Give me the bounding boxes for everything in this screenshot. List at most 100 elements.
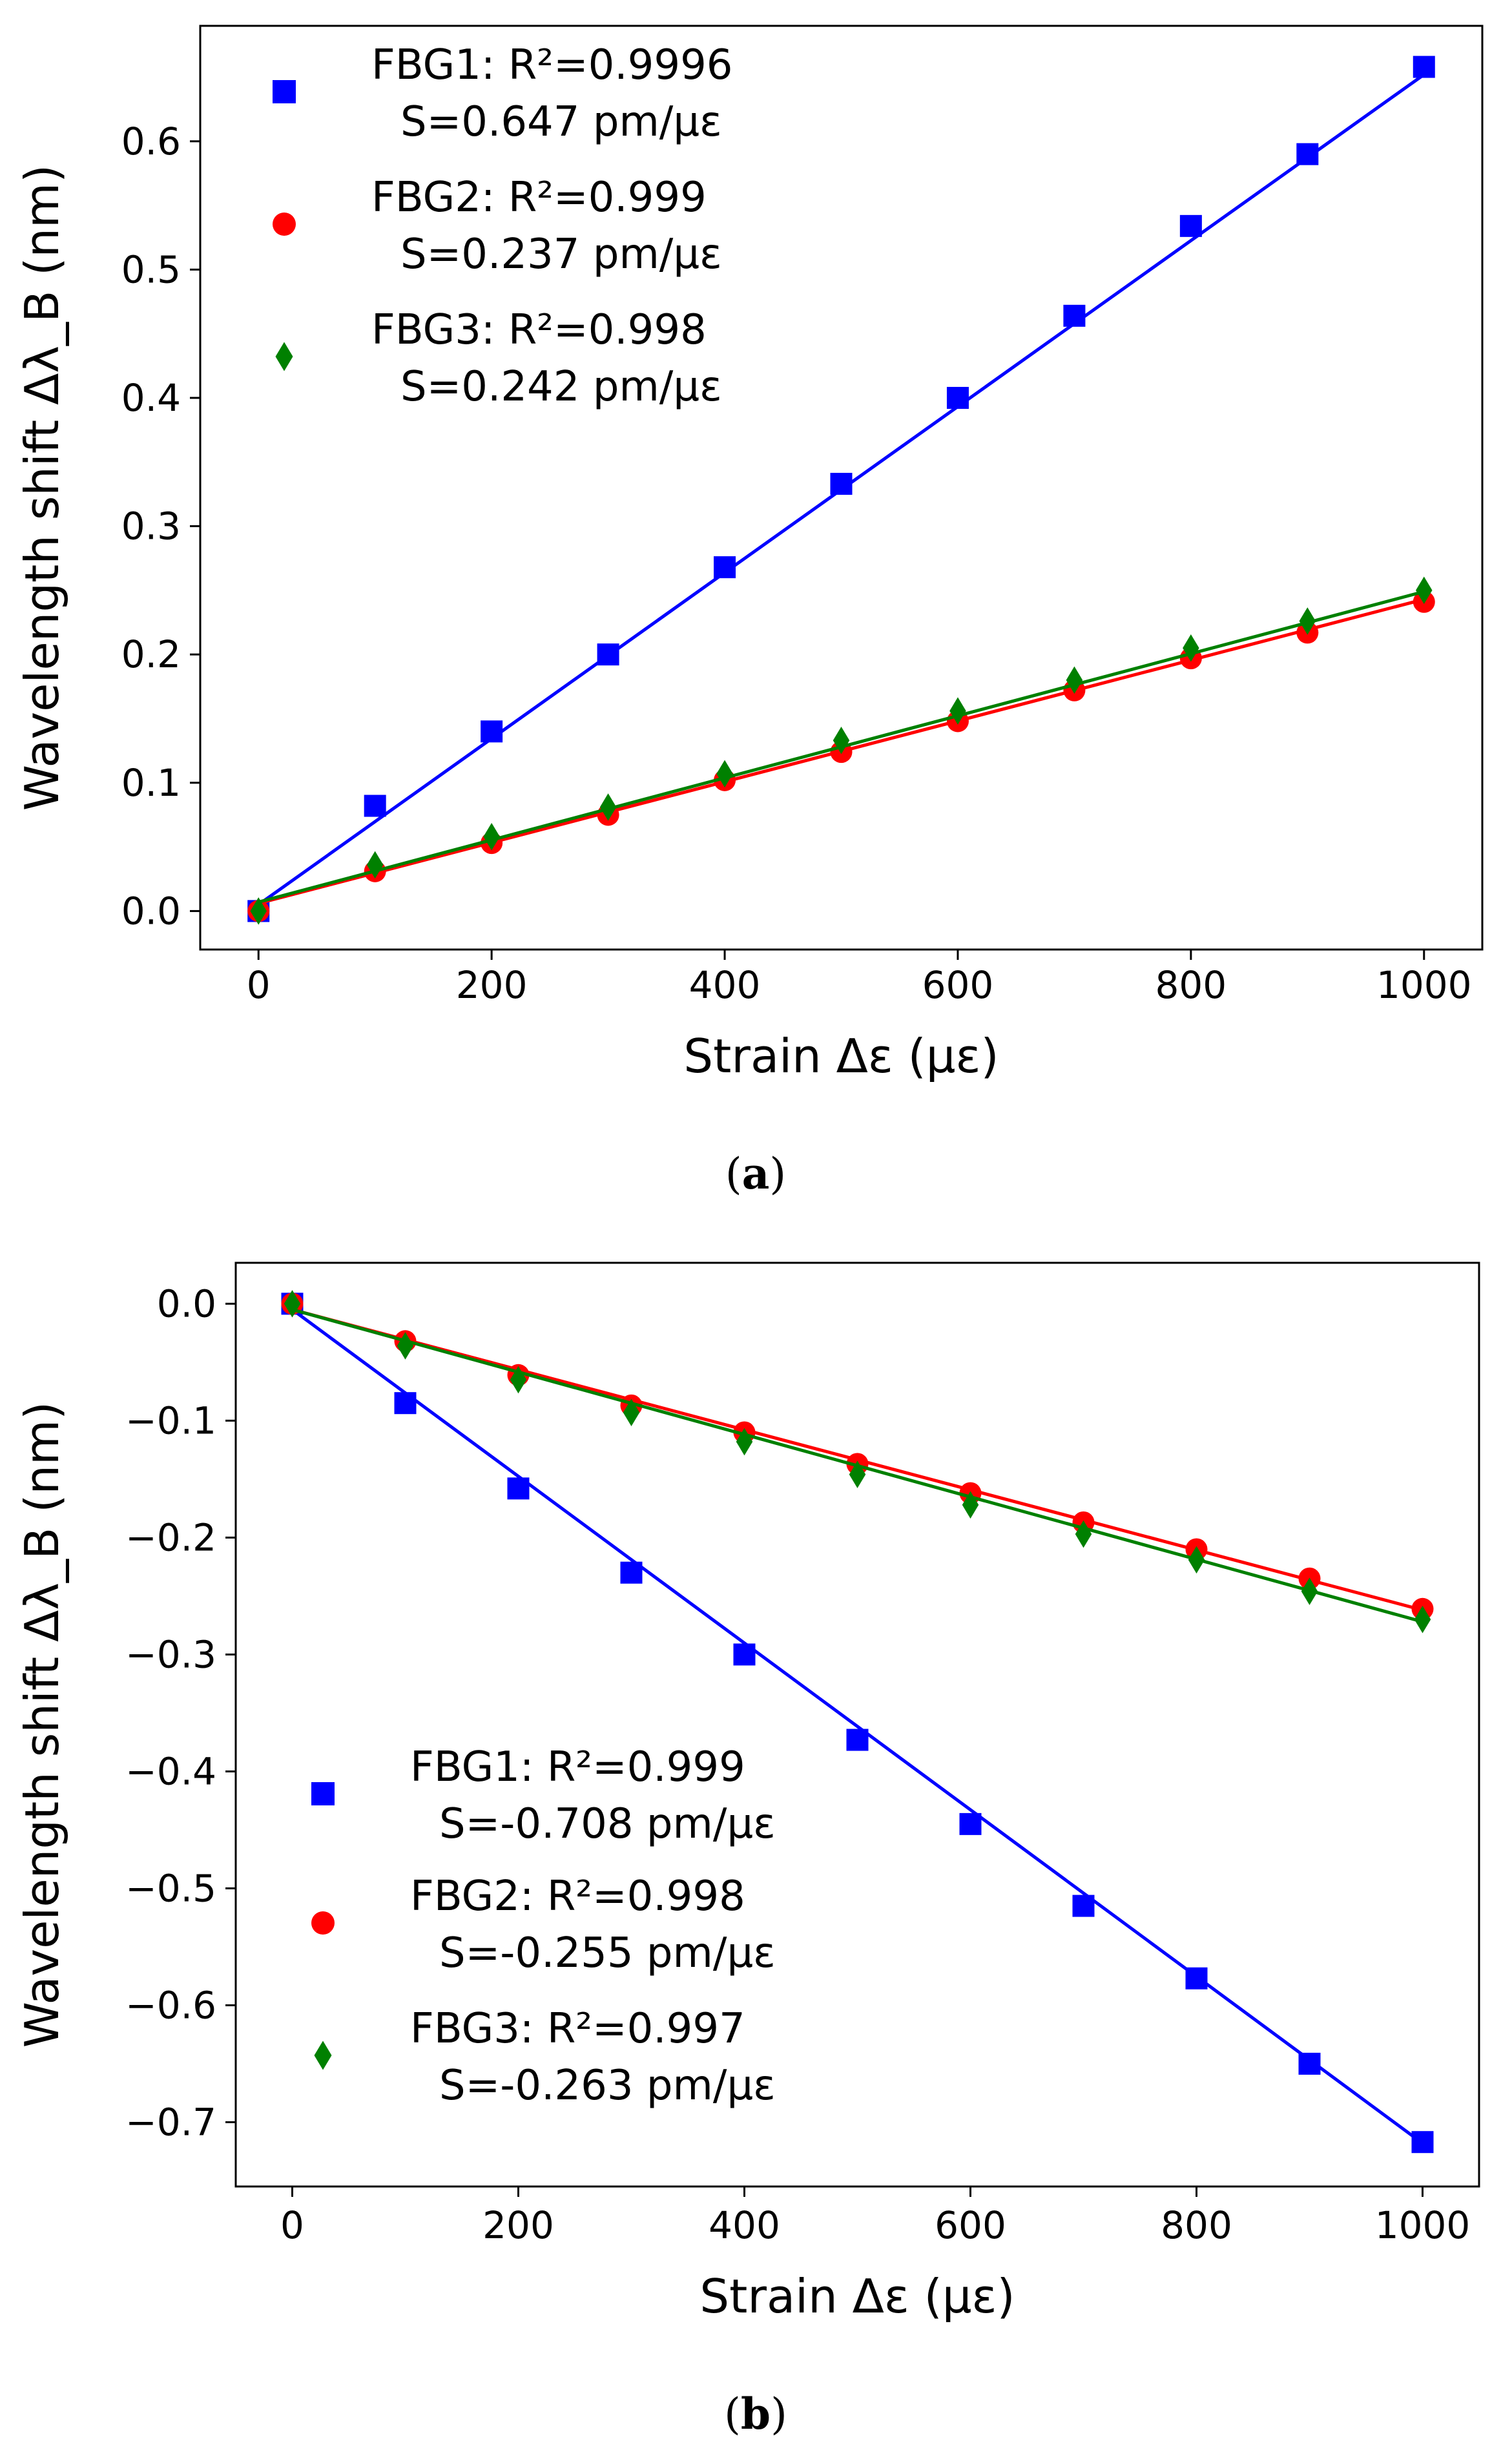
- data-point: [1072, 1895, 1095, 1917]
- caption-letter: a: [742, 1148, 770, 1199]
- legend-slope: S=0.647 pm/με: [400, 98, 722, 146]
- legend-slope: S=0.237 pm/με: [400, 231, 722, 278]
- data-point: [849, 1460, 866, 1488]
- data-point: [949, 697, 966, 725]
- data-point: [599, 793, 617, 821]
- data-point: [1411, 2131, 1434, 2154]
- data-point: [284, 1290, 301, 1318]
- y-axis-label: Wavelength shift Δλ_B (nm): [15, 165, 69, 811]
- legend-marker: [273, 213, 296, 236]
- data-point: [1414, 1605, 1431, 1634]
- data-point: [1413, 56, 1435, 78]
- data-point: [830, 473, 853, 495]
- data-point: [1299, 607, 1316, 635]
- x-tick-label: 0: [247, 963, 271, 1007]
- data-point: [397, 1332, 414, 1360]
- data-point: [1416, 576, 1433, 605]
- y-axis-label: Wavelength shift Δλ_B (nm): [15, 1402, 69, 2048]
- caption-open-paren: (: [725, 1149, 742, 1199]
- series-fbg3: [250, 576, 1433, 925]
- data-point: [366, 851, 384, 879]
- data-point: [394, 1392, 417, 1415]
- data-point: [1298, 2052, 1321, 2075]
- data-point: [962, 1491, 979, 1519]
- x-tick-label: 600: [935, 2203, 1006, 2247]
- legend: FBG1: R²=0.999 S=-0.708 pm/με FBG2: R²=0.9…: [311, 1743, 776, 2110]
- data-point: [959, 1813, 982, 1835]
- data-point: [946, 386, 969, 409]
- series-fbg3: [284, 1290, 1431, 1634]
- data-point: [714, 556, 736, 579]
- legend-label: FBG1: R²=0.999: [410, 1743, 745, 1791]
- caption-close-paren: ): [771, 2389, 787, 2439]
- series-fbg1: [247, 56, 1435, 922]
- y-tick-label: −0.6: [125, 1983, 216, 2027]
- caption-close-paren: ): [769, 1149, 786, 1199]
- fit-line: [291, 1308, 1424, 2145]
- data-point: [1301, 1577, 1318, 1605]
- legend-label: FBG1: R²=0.9996: [371, 41, 733, 89]
- x-tick-label: 600: [922, 963, 994, 1007]
- y-tick-label: −0.4: [125, 1749, 216, 1793]
- x-tick-label: 200: [456, 963, 528, 1007]
- x-tick-label: 400: [689, 963, 761, 1007]
- data-point: [1075, 1520, 1092, 1548]
- y-tick-label: −0.7: [125, 2100, 216, 2144]
- legend-slope: S=-0.263 pm/με: [439, 2062, 776, 2110]
- legend: FBG1: R²=0.9996 S=0.647 pm/με FBG2: R²=0.9…: [273, 41, 733, 411]
- data-point: [716, 760, 733, 788]
- caption-open-paren: (: [724, 2389, 741, 2439]
- x-axis-label: Strain Δε (με): [699, 2269, 1015, 2323]
- y-tick-label: 0.2: [121, 632, 181, 676]
- y-tick-label: 0.0: [157, 1282, 216, 1325]
- x-tick-label: 400: [709, 2203, 780, 2247]
- data-point: [1183, 634, 1199, 662]
- x-tick-label: 1000: [1376, 963, 1472, 1007]
- y-tick-label: −0.1: [125, 1398, 216, 1442]
- plot-frame: [234, 1262, 1480, 2188]
- y-tick-label: 0.4: [121, 376, 181, 420]
- legend-slope: S=-0.255 pm/με: [439, 1929, 776, 1977]
- legend-label: FBG2: R²=0.998: [410, 1873, 745, 1920]
- legend-label: FBG3: R²=0.998: [371, 306, 707, 354]
- data-point: [1185, 1967, 1208, 1989]
- data-point: [510, 1366, 527, 1394]
- data-point: [1179, 214, 1202, 237]
- data-point: [1188, 1546, 1205, 1574]
- data-point: [250, 897, 267, 925]
- data-point: [736, 1428, 753, 1456]
- legend-label: FBG2: R²=0.999: [371, 174, 707, 222]
- y-tick-label: −0.5: [125, 1866, 216, 1910]
- panel-caption: (b): [724, 2389, 787, 2439]
- series-fbg1: [281, 1293, 1434, 2154]
- y-tick-label: −0.2: [125, 1515, 216, 1559]
- legend-marker: [314, 2041, 332, 2070]
- legend-marker: [273, 80, 296, 103]
- data-point: [481, 720, 503, 743]
- data-point: [1063, 304, 1086, 327]
- y-tick-label: 0.0: [121, 889, 181, 933]
- legend-slope: S=-0.708 pm/με: [439, 1800, 776, 1848]
- data-point: [1296, 143, 1319, 165]
- data-point: [623, 1398, 640, 1426]
- legend-slope: S=0.242 pm/με: [400, 363, 722, 411]
- data-point: [846, 1729, 869, 1751]
- chart-panel-a: 0 200 400 600 800 1000 0.0 0.1 0.2 0.3 0.4 0.5 0.6 St…: [15, 25, 1484, 1199]
- plot-frame: [199, 25, 1484, 951]
- data-point: [733, 1643, 756, 1666]
- panel-caption: (a): [725, 1148, 786, 1199]
- legend-marker: [275, 342, 293, 371]
- legend-label: FBG3: R²=0.997: [410, 2005, 745, 2053]
- data-point: [483, 822, 500, 851]
- series-fbg2: [247, 590, 1435, 922]
- data-point: [597, 643, 619, 666]
- caption-letter: b: [741, 2389, 771, 2439]
- x-tick-label: 0: [280, 2203, 304, 2247]
- legend-marker: [311, 1911, 335, 1935]
- chart-panel-b: 0 200 400 600 800 1000 0.0 −0.1 −0.2 −0.3 −0.4 −0.5…: [15, 1262, 1480, 2439]
- x-tick-label: 800: [1161, 2203, 1232, 2247]
- data-point: [620, 1561, 643, 1584]
- y-tick-label: 0.1: [121, 761, 181, 805]
- data-point: [1066, 666, 1083, 694]
